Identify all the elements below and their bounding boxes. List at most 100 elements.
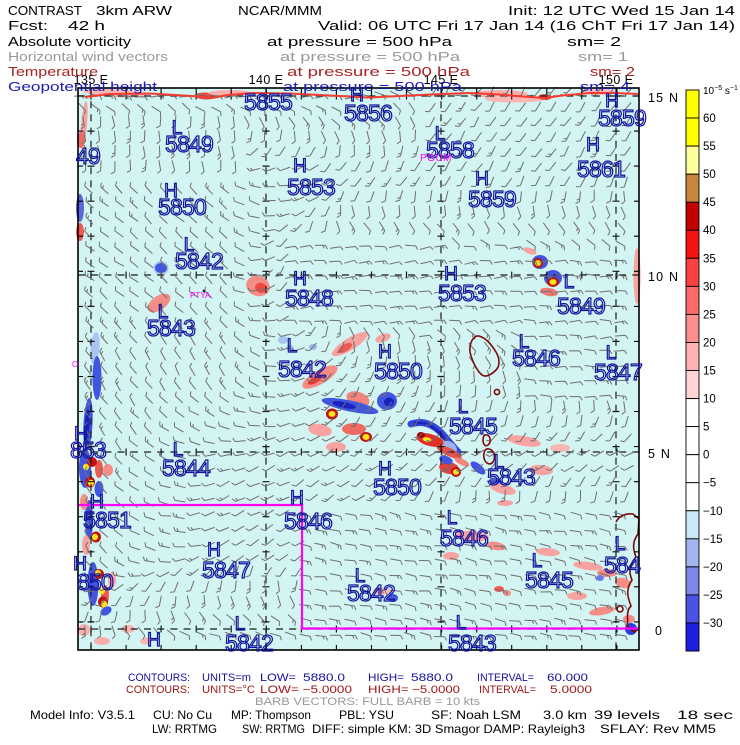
svg-text:L: L — [615, 534, 626, 555]
svg-text:BARB VECTORS: FULL BARB = 10: BARB VECTORS: FULL BARB = 10 kts — [255, 696, 481, 708]
svg-text:35: 35 — [703, 253, 716, 265]
svg-text:H: H — [293, 269, 307, 290]
svg-text:H: H — [378, 459, 392, 480]
svg-text:15 N: 15 N — [648, 91, 679, 105]
svg-text:−15: −15 — [703, 534, 723, 546]
svg-text:−25: −25 — [703, 590, 723, 602]
svg-text:5861: 5861 — [577, 156, 625, 182]
svg-text:−10: −10 — [703, 506, 723, 518]
svg-text:5844: 5844 — [162, 455, 211, 481]
svg-text:60.000: 60.000 — [547, 672, 588, 684]
svg-text:5858: 5858 — [426, 137, 474, 163]
svg-text:SFLAY: Rev MM5: SFLAY: Rev MM5 — [600, 722, 716, 736]
svg-text:5842: 5842 — [225, 630, 273, 656]
svg-text:SF: Noah LSM: SF: Noah LSM — [431, 708, 521, 722]
svg-text:584: 584 — [604, 552, 641, 578]
svg-text:L: L — [287, 336, 298, 357]
svg-text:L: L — [532, 551, 543, 572]
svg-text:PTYA: PTYA — [190, 291, 211, 300]
svg-text:H: H — [90, 492, 104, 513]
svg-text:at pressure = 500 hPa: at pressure = 500 hPa — [280, 49, 461, 64]
svg-text:L: L — [172, 118, 183, 139]
svg-text:L: L — [606, 343, 617, 364]
svg-text:5847: 5847 — [594, 359, 642, 385]
svg-text:5859: 5859 — [468, 186, 516, 212]
svg-text:135 E: 135 E — [74, 73, 109, 87]
svg-text:H: H — [586, 135, 600, 156]
svg-text:sm= 1: sm= 1 — [578, 49, 628, 64]
svg-text:Horizontal wind vectors: Horizontal wind vectors — [8, 49, 169, 64]
svg-text:5851: 5851 — [83, 507, 131, 533]
svg-text:5843: 5843 — [448, 630, 496, 656]
svg-text:H: H — [164, 181, 178, 202]
svg-text:5842: 5842 — [278, 356, 326, 382]
svg-text:L: L — [158, 302, 169, 323]
svg-text:Absolute vorticity: Absolute vorticity — [8, 34, 132, 49]
svg-text:Fcst:: Fcst: — [8, 18, 48, 33]
svg-text:UNITS=°C: UNITS=°C — [202, 684, 255, 696]
svg-text:5853: 5853 — [438, 280, 486, 306]
svg-text:0: 0 — [655, 624, 662, 638]
svg-text:Valid: 06 UTC Fri 17 Jan 14 (1: Valid: 06 UTC Fri 17 Jan 14 (16 ChT Fri … — [318, 18, 735, 33]
svg-text:5842: 5842 — [347, 580, 395, 606]
svg-text:150 E: 150 E — [599, 73, 634, 87]
svg-text:5843: 5843 — [487, 464, 535, 490]
svg-text:sm= 2: sm= 2 — [590, 64, 635, 79]
svg-text:−30: −30 — [703, 618, 723, 630]
svg-text:5859: 5859 — [598, 105, 646, 131]
svg-text:5846: 5846 — [284, 508, 332, 534]
svg-text:INTERVAL=: INTERVAL= — [477, 672, 534, 684]
svg-text:L: L — [184, 235, 195, 256]
svg-text:45: 45 — [703, 197, 716, 209]
svg-text:5850: 5850 — [374, 358, 422, 384]
svg-text:LW: RRTMG: LW: RRTMG — [152, 722, 217, 736]
svg-text:H: H — [73, 554, 87, 575]
svg-text:SW: RRTMG: SW: RRTMG — [242, 722, 305, 736]
svg-text:10−5 s−1: 10−5 s−1 — [703, 85, 738, 97]
svg-text:49: 49 — [76, 143, 100, 169]
svg-text:5855: 5855 — [244, 89, 292, 115]
svg-text:10 N: 10 N — [648, 270, 679, 284]
svg-text:Geopotential height: Geopotential height — [8, 79, 157, 94]
svg-text:L: L — [447, 508, 458, 529]
svg-text:L: L — [435, 124, 446, 145]
svg-text:DIFF: simple KM: 3D Smagor DAM: DIFF: simple KM: 3D Smagor DAMP: Rayleig… — [312, 722, 585, 736]
svg-text:CONTOURS:: CONTOURS: — [126, 684, 190, 696]
svg-text:H: H — [444, 264, 458, 285]
svg-text:5.0000: 5.0000 — [550, 684, 592, 696]
svg-text:5845: 5845 — [525, 567, 573, 593]
svg-text:H: H — [378, 342, 392, 363]
svg-text:L: L — [564, 272, 575, 293]
svg-text:−20: −20 — [703, 562, 723, 574]
svg-text:LOW=: LOW= — [260, 672, 296, 684]
svg-text:5: 5 — [703, 422, 709, 434]
svg-text:H: H — [475, 169, 489, 190]
svg-text:5845: 5845 — [449, 413, 497, 439]
svg-text:18 sec: 18 sec — [677, 708, 733, 722]
svg-text:H: H — [74, 424, 88, 445]
svg-text:25: 25 — [703, 309, 716, 321]
svg-text:15: 15 — [703, 366, 716, 378]
svg-text:5880.0: 5880.0 — [303, 672, 345, 684]
svg-text:5850: 5850 — [158, 194, 206, 220]
svg-text:H: H — [605, 91, 619, 112]
svg-text:55: 55 — [703, 141, 716, 153]
svg-text:L: L — [519, 332, 530, 353]
svg-text:50: 50 — [703, 169, 716, 181]
svg-text:H: H — [207, 540, 221, 561]
svg-text:PGUM: PGUM — [420, 153, 452, 164]
svg-text:O: O — [72, 360, 78, 369]
svg-text:NCAR/MMM: NCAR/MMM — [238, 3, 322, 18]
svg-text:H: H — [293, 156, 307, 177]
svg-text:5846: 5846 — [440, 525, 488, 551]
svg-text:at pressure = 500 hPa: at pressure = 500 hPa — [267, 34, 453, 49]
svg-text:5846: 5846 — [512, 345, 560, 371]
svg-text:L: L — [173, 440, 184, 461]
svg-text:5842: 5842 — [175, 248, 223, 274]
svg-text:sm= 4: sm= 4 — [580, 79, 630, 94]
svg-text:CU: No Cu: CU: No Cu — [153, 708, 212, 722]
svg-text:HIGH= −5.0000: HIGH= −5.0000 — [368, 684, 460, 696]
svg-text:145 E: 145 E — [424, 73, 459, 87]
svg-text:850: 850 — [77, 569, 113, 595]
svg-text:5849: 5849 — [165, 131, 213, 157]
